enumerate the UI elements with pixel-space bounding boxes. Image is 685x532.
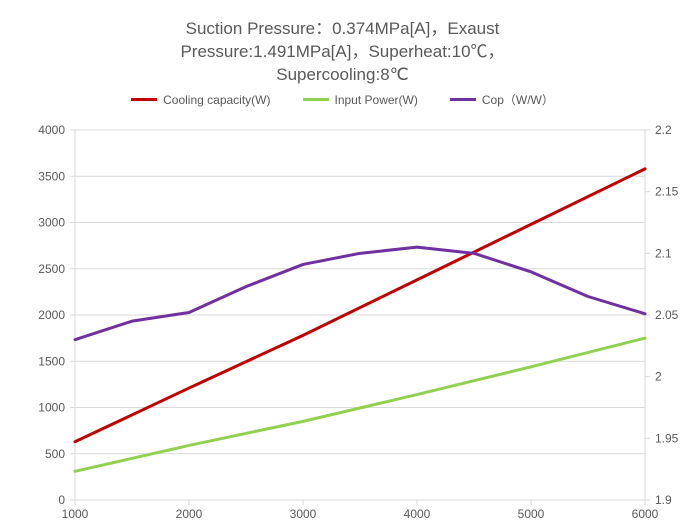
- y-right-tick-label: 2.05: [655, 308, 679, 322]
- chart-svg: 1000 2000 3000 4000 5000 6000 0 500 1000 1500 2000…: [0, 0, 685, 532]
- y-right-tick-label: 1.95: [655, 431, 679, 445]
- series-line: [75, 247, 645, 339]
- x-tick-label: 5000: [518, 507, 545, 521]
- y-left-tick-label: 1500: [38, 354, 65, 368]
- y-left-tick-label: 3000: [38, 216, 65, 230]
- x-tick-label: 1000: [62, 507, 89, 521]
- y-right-tick-label: 2.1: [655, 246, 672, 260]
- y-left-tick-label: 2500: [38, 262, 65, 276]
- y-right-tick-label: 2: [655, 370, 662, 384]
- y-left-tick-label: 0: [58, 493, 65, 507]
- y-left-tick-label: 1000: [38, 401, 65, 415]
- series-line: [75, 338, 645, 471]
- y-left-tick-label: 3500: [38, 169, 65, 183]
- y-right-tick-label: 2.15: [655, 185, 679, 199]
- x-tick-label: 3000: [290, 507, 317, 521]
- x-tick-label: 2000: [176, 507, 203, 521]
- gridlines: [75, 130, 645, 500]
- y-left-tick-label: 500: [45, 447, 65, 461]
- x-tick-label: 6000: [632, 507, 659, 521]
- chart-container: Suction Pressure：0.374MPa[A]，Exaust Pres…: [0, 0, 685, 532]
- y-left-tick-label: 2000: [38, 308, 65, 322]
- y-right-tick-label: 1.9: [655, 493, 672, 507]
- x-tick-label: 4000: [404, 507, 431, 521]
- y-left-tick-label: 4000: [38, 123, 65, 137]
- series-line: [75, 169, 645, 442]
- y-right-tick-label: 2.2: [655, 123, 672, 137]
